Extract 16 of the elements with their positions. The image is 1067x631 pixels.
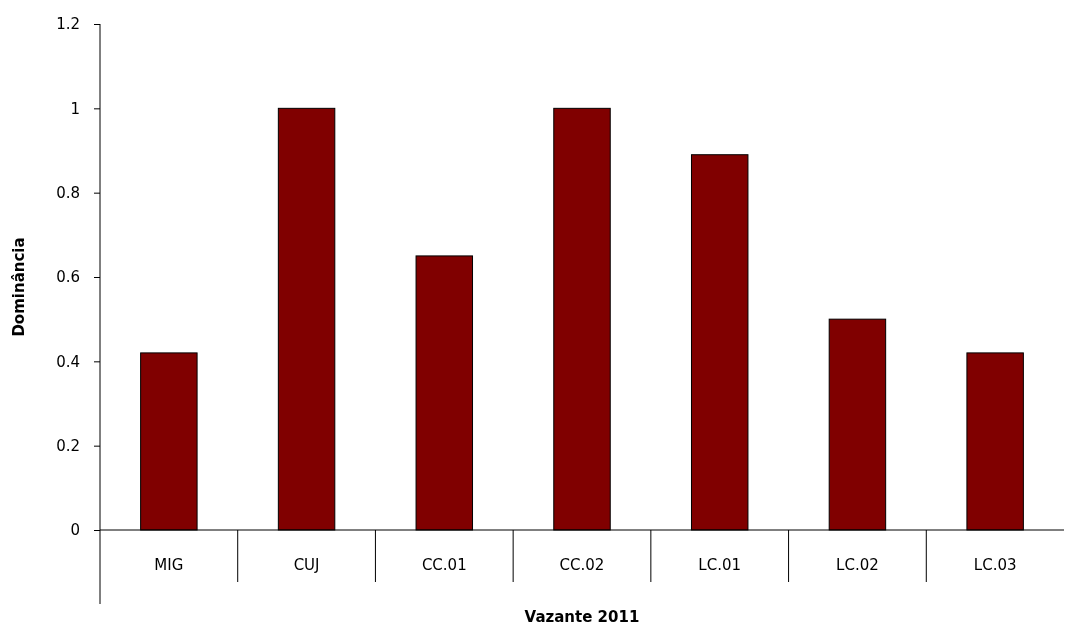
y-tick-label: 1.2: [56, 15, 80, 34]
x-tick-label: LC.01: [698, 556, 742, 574]
x-axis-title: Vazante 2011: [524, 608, 640, 626]
y-axis-title: Dominância: [10, 237, 28, 337]
x-tick-label: CUJ: [293, 556, 320, 574]
y-tick-label: 1: [70, 99, 80, 118]
y-tick-label: 0.4: [56, 352, 80, 371]
x-tick-label: LC.03: [973, 556, 1017, 574]
x-tick-label: CC.02: [559, 556, 605, 574]
x-tick-label: LC.02: [836, 556, 879, 574]
y-tick-label: 0.2: [56, 436, 80, 455]
x-tick-label: MIG: [154, 556, 184, 574]
y-tick-label: 0.6: [56, 268, 80, 287]
y-tick-label: 0: [70, 521, 80, 540]
y-tick-label: 0.8: [56, 183, 80, 202]
x-tick-label: CC.01: [421, 556, 467, 574]
